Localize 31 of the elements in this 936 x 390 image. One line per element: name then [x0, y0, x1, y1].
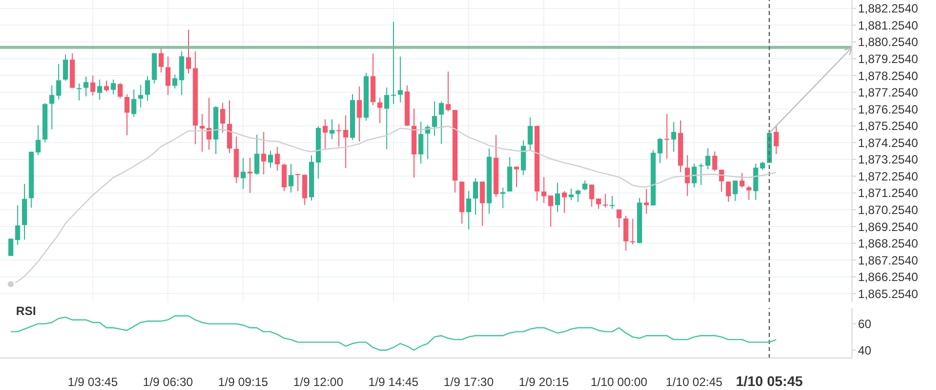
x-tick-label: 1/9 12:00 — [293, 375, 344, 389]
y-tick-label: 1,880.2540 — [858, 35, 918, 50]
y-tick-label: 1,875.2540 — [858, 119, 918, 134]
y-tick-label: 1,866.2540 — [858, 270, 918, 284]
x-tick-label: 1/9 06:30 — [142, 375, 194, 389]
x-tick-label: 1/9 09:15 — [218, 375, 268, 389]
x-tick-label: 1/9 17:30 — [444, 375, 494, 389]
y-tick-label: 1,874.2540 — [858, 136, 918, 150]
y-tick-label: 60 — [858, 317, 872, 332]
x-tick-label: 1/9 14:45 — [368, 375, 419, 389]
y-tick-label: 1,879.2540 — [858, 52, 918, 66]
y-tick-label: 1,882.2540 — [858, 2, 918, 16]
y-tick-label: 1,871.2540 — [858, 186, 918, 200]
y-tick-label: 1,869.2540 — [858, 220, 918, 234]
y-tick-label: 1,872.2540 — [858, 169, 918, 184]
y-tick-label: 1,870.2540 — [858, 202, 918, 217]
y-tick-label: 1,878.2540 — [858, 68, 918, 83]
chart-title: RSI — [16, 304, 36, 318]
x-tick-label: 1/9 03:45 — [68, 375, 118, 389]
y-tick-label: 1,868.2540 — [858, 236, 918, 251]
y-tick-label: 1,867.2540 — [858, 253, 918, 268]
y-tick-label: 1,877.2540 — [858, 86, 918, 100]
x-tick-label: 1/10 02:45 — [666, 375, 723, 389]
x-tick-label: 1/10 05:45 — [736, 373, 803, 389]
y-tick-label: 1,881.2540 — [858, 18, 918, 32]
y-tick-label: 1,876.2540 — [858, 102, 918, 116]
y-tick-label: 1,873.2540 — [858, 152, 918, 167]
x-tick-label: 1/9 20:15 — [518, 375, 570, 389]
y-tick-label: 1,865.2540 — [858, 286, 918, 301]
x-tick-label: 1/10 00:00 — [590, 375, 648, 389]
y-tick-label: 40 — [858, 343, 872, 358]
